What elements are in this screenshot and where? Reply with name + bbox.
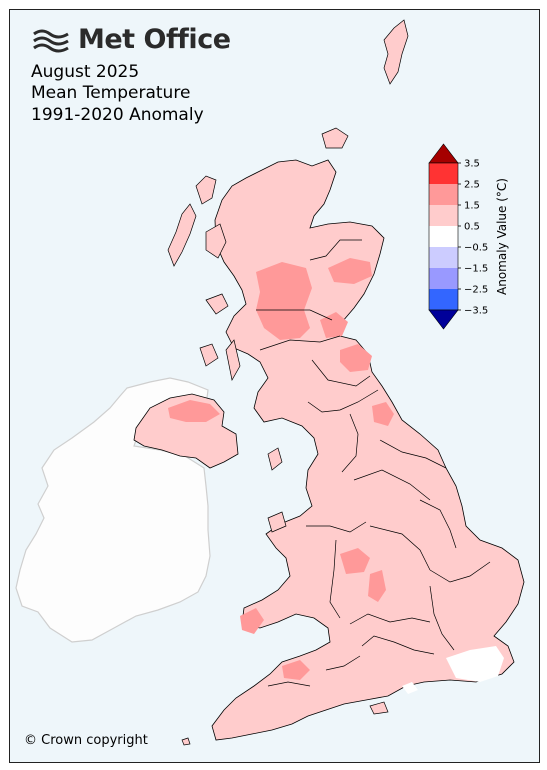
sussex-cool-patch xyxy=(402,682,418,694)
highlands-warm-patch xyxy=(256,262,312,340)
pembroke-warm-patch xyxy=(240,608,264,634)
border-warm-patch xyxy=(340,344,372,372)
shetland xyxy=(383,19,409,85)
anglesey xyxy=(267,511,287,533)
devon-warm-patch xyxy=(282,660,310,680)
warwick-warm-patch xyxy=(368,570,386,602)
logo-wordmark: Met Office xyxy=(78,24,231,55)
northern-ireland-warm-patch xyxy=(168,400,220,422)
met-office-logo: Met Office xyxy=(32,24,231,55)
orkney xyxy=(321,127,349,149)
outer-hebrides xyxy=(167,203,197,267)
title-month: August 2025 xyxy=(31,62,140,82)
kintyre xyxy=(225,339,241,381)
isles-of-scilly xyxy=(181,737,191,746)
midlands-warm-patch xyxy=(340,548,370,574)
title-baseline: 1991-2020 Anomaly xyxy=(31,105,204,125)
kent-cool-patch xyxy=(446,646,504,682)
anomaly-map xyxy=(15,19,525,746)
lewis xyxy=(195,175,217,205)
pennines-warm-patch xyxy=(372,402,394,426)
region-boundaries xyxy=(256,239,491,687)
mull xyxy=(205,293,229,315)
map-frame: Met Office August 2025 Mean Temperature … xyxy=(9,9,540,763)
isle-of-wight xyxy=(369,701,389,715)
title-variable: Mean Temperature xyxy=(31,83,191,103)
fife-warm-patch xyxy=(320,312,348,338)
skye xyxy=(205,223,227,259)
met-office-wave-icon xyxy=(33,29,69,52)
aberdeenshire-warm-patch xyxy=(328,258,372,284)
islay xyxy=(199,343,219,367)
isle-of-man xyxy=(267,447,283,471)
copyright-notice: © Crown copyright xyxy=(24,733,148,748)
